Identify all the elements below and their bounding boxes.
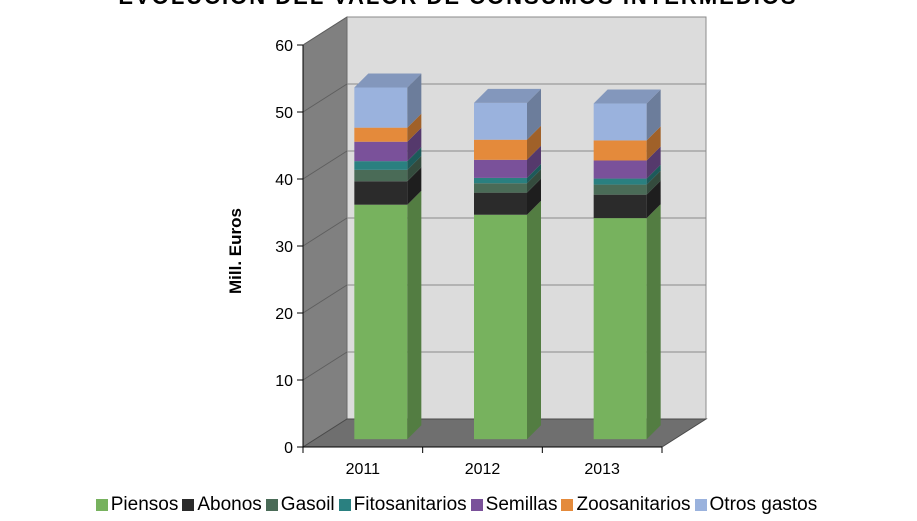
chart-title: EVOLUCIÓN DEL VALOR DE CONSUMOS INTERMED… [118,0,797,9]
bar-2012-fitosanitarios [474,177,527,184]
legend-item: Otros gastos [694,494,818,516]
bar-2012-semillas [474,159,527,178]
gridline-side [302,150,348,180]
legend-swatch [182,499,195,511]
bar-2011-otros-gastos [354,87,408,128]
bar-2012-gasoil-side [527,169,541,193]
bar-2012-fitosanitarios-side [527,163,541,184]
bar-2011-fitosanitarios [354,161,408,170]
bar-2012-otros-gastos-top [474,88,541,103]
gridline-side [302,351,348,381]
axes [297,44,663,453]
y-tick-label: 40 [275,172,293,189]
legend-item: Zoosanitarios [561,494,691,516]
gridline-side [302,83,348,113]
y-tick-label: 50 [275,105,293,122]
x-tick-label: 2012 [465,461,501,478]
bar-2011-abonos-side [407,167,422,205]
bar-2013-zoosanitarios [593,140,647,161]
legend-item: Piensos [95,494,179,516]
bar-2013-semillas [593,160,647,179]
legend: Piensos Abonos Gasoil Fitosanitarios Semilla… [0,491,917,519]
y-axis-label: Mill. Euros [226,208,245,294]
bar-2011-piensos-side [407,190,422,440]
legend-label: Gasoil [280,494,335,515]
legend-label: Piensos [110,494,179,515]
legend-label: Fitosanitarios [353,494,467,515]
bar-2013-semillas-side [646,146,661,179]
bar-2011-semillas-side [407,127,422,162]
legend-item: Abonos [182,494,262,516]
bar-2013-otros-gastos [593,103,647,141]
bar-2013-abonos-side [646,180,661,219]
y-tick-label: 20 [275,306,293,323]
y-tick-label: 60 [275,38,293,55]
bar-2012-abonos [474,192,527,215]
legend-swatch [470,499,483,511]
bar-2011-fitosanitarios-side [407,147,422,170]
legend-swatch [265,499,278,511]
legend-swatch [338,499,351,511]
y-tick-label: 30 [275,239,293,256]
bar-2013-otros-gastos-top [593,89,661,104]
bar-2011-piensos [354,204,408,440]
bar-2011-otros-gastos-side [407,73,422,128]
legend-item: Gasoil [265,494,335,516]
bar-2011-abonos [354,181,408,205]
bar-2013-piensos-side [646,204,661,440]
bar-2013-abonos [593,194,647,219]
gridline-side [302,217,348,247]
legend-swatch [561,499,574,511]
bars [354,73,661,440]
bar-2012-otros-gastos-side [527,88,541,140]
gridline-side [302,16,348,46]
gridline-side [302,284,348,314]
tick-labels: 0 10 20 30 40 50 60 2011 2012 2013 [275,38,620,478]
bar-2013-piensos [593,218,647,440]
bar-2012-zoosanitarios-side [527,125,541,160]
y-tick-label: 0 [284,440,293,457]
legend-label: Zoosanitarios [576,494,691,515]
legend-item: Semillas [470,494,558,516]
bar-2011-gasoil [354,169,408,182]
bar-2012-semillas-side [527,145,541,178]
bar-2012-piensos-side [527,200,541,440]
bar-2011-zoosanitarios [354,127,408,142]
bar-2012-abonos-side [527,178,541,215]
legend-item: Fitosanitarios [338,494,467,516]
legend-swatch [694,499,707,511]
y-tick-label: 10 [275,373,293,390]
x-tick-label: 2013 [584,461,620,478]
bar-2011-zoosanitarios-side [407,113,422,142]
legend-label: Abonos [197,494,262,515]
bar-2013-zoosanitarios-side [646,126,661,161]
bar-2013-otros-gastos-side [646,89,661,141]
legend-swatch [95,499,108,511]
bar-2011-semillas [354,141,408,162]
bar-2013-gasoil-side [646,170,661,195]
bar-2012-piensos [474,214,527,440]
bar-2011-otros-gastos-top [354,73,422,88]
legend-label: Semillas [485,494,558,515]
x-tick-label: 2011 [346,461,381,478]
bar-2011-gasoil-side [407,155,422,182]
bar-2012-gasoil [474,183,527,193]
bar-2013-gasoil [593,184,647,195]
legend-label: Otros gastos [709,494,818,515]
bar-2012-zoosanitarios [474,139,527,160]
bar-2013-fitosanitarios-side [646,164,661,185]
bar-2012-otros-gastos [474,102,527,140]
bar-2013-fitosanitarios [593,178,647,185]
